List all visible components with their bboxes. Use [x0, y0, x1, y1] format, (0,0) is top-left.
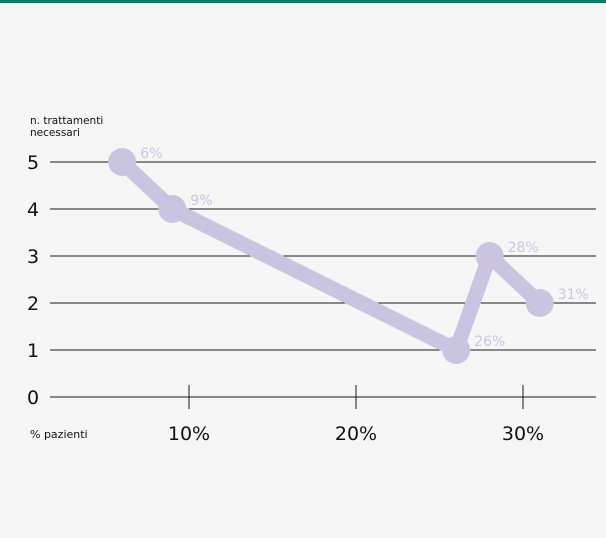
data-label-2: 9% [190, 193, 212, 209]
y-axis-label: n. trattamenti necessari [30, 115, 103, 139]
top-accent-rule [0, 0, 606, 3]
x-tick-label-10: 10% [168, 423, 210, 445]
data-labels: 6% 9% 26% 28% 31% [140, 146, 589, 350]
x-axis-label: % pazienti [30, 428, 88, 441]
x-ticks: 10% 20% 30% [168, 385, 544, 445]
data-point-3 [442, 336, 471, 364]
y-tick-label-5: 5 [27, 152, 39, 174]
x-tick-label-20: 20% [335, 423, 377, 445]
data-point-2 [158, 195, 187, 223]
gridlines [50, 161, 596, 398]
data-label-4: 28% [508, 240, 539, 256]
data-label-5: 31% [558, 287, 589, 303]
data-points [108, 148, 554, 364]
data-point-5 [525, 289, 554, 317]
x-tick-label-30: 30% [502, 423, 544, 445]
y-tick-label-3: 3 [27, 246, 39, 268]
y-tick-labels: 0 1 2 3 4 5 [27, 152, 39, 409]
y-tick-label-1: 1 [27, 340, 39, 362]
y-axis-label-line-1: n. trattamenti [30, 115, 103, 127]
data-label-3: 26% [474, 334, 505, 350]
y-tick-label-2: 2 [27, 293, 39, 315]
data-label-1: 6% [140, 146, 162, 162]
y-tick-label-4: 4 [27, 199, 39, 221]
data-point-1 [108, 148, 137, 176]
y-tick-label-0: 0 [27, 387, 39, 409]
y-axis-label-line-2: necessari [30, 127, 80, 139]
data-point-4 [475, 242, 504, 270]
